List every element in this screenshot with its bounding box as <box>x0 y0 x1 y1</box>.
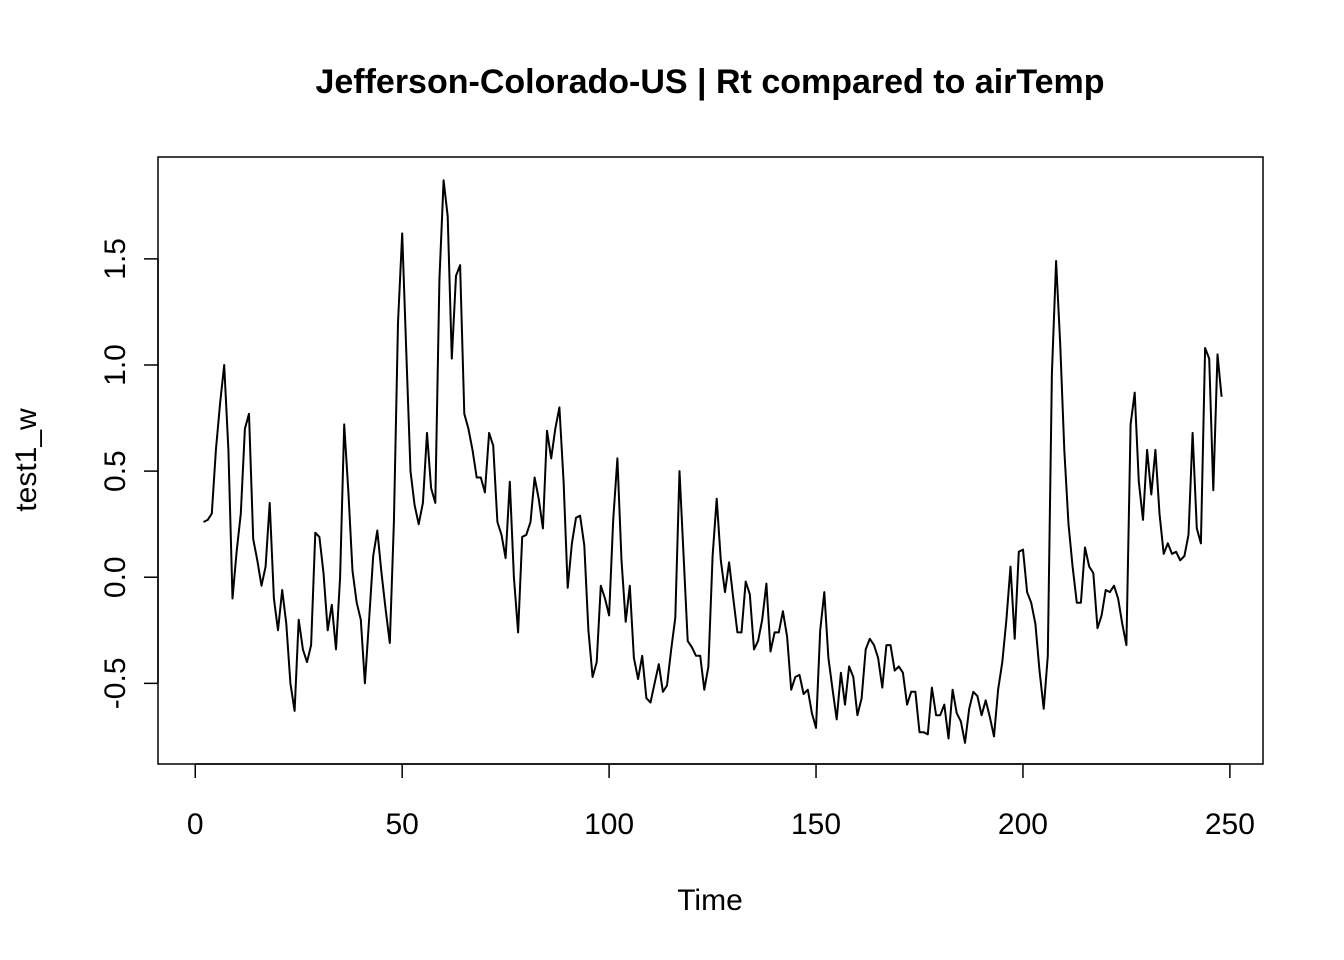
series-line-test1-w <box>203 179 1223 744</box>
x-tick-label: 50 <box>385 808 418 841</box>
chart-title: Jefferson-Colorado-US | Rt compared to a… <box>315 63 1104 101</box>
x-tick-label: 0 <box>187 808 204 841</box>
x-tick-label: 200 <box>998 808 1048 841</box>
y-axis-label: test1_w <box>10 408 43 512</box>
y-tick-label: -0.5 <box>99 657 132 709</box>
x-tick-label: 250 <box>1205 808 1255 841</box>
y-tick-label: 0.0 <box>99 556 132 598</box>
y-tick-label: 1.0 <box>99 344 132 386</box>
y-tick-label: 1.5 <box>99 238 132 280</box>
y-tick-label: 0.5 <box>99 450 132 492</box>
plot-area-frame <box>157 156 1264 765</box>
x-tick-label: 100 <box>584 808 634 841</box>
x-axis: 0 50 100 150 200 250 <box>187 763 1255 841</box>
x-axis-label: Time <box>677 884 743 917</box>
y-axis: -0.5 0.0 0.5 1.0 1.5 <box>99 238 159 709</box>
x-tick-label: 150 <box>791 808 841 841</box>
